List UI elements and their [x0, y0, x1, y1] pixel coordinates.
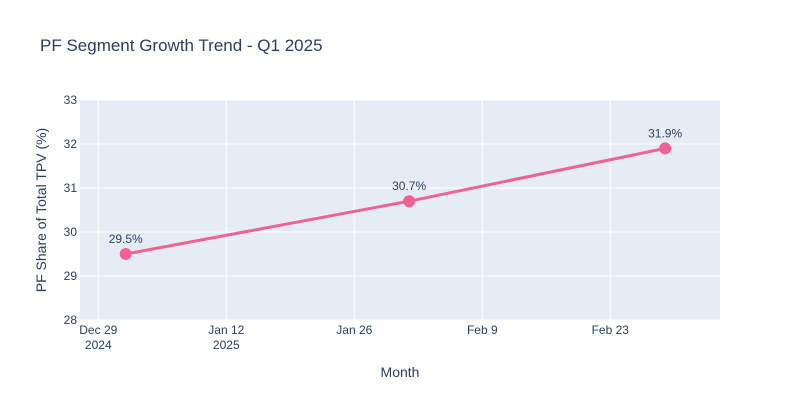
y-tick-label: 33: [64, 93, 78, 107]
grid: [80, 99, 720, 321]
x-tick-sublabel: 2024: [85, 338, 112, 352]
y-tick-label: 31: [64, 181, 78, 195]
x-tick-label: Dec 29: [79, 323, 117, 337]
plot-area: [80, 100, 720, 320]
data-point: [119, 248, 132, 260]
x-tick-sublabel: 2025: [213, 338, 240, 352]
data-point: [403, 195, 416, 208]
data-label: 29.5%: [109, 232, 143, 246]
data-label: 30.7%: [392, 179, 426, 193]
y-tick-label: 29: [64, 269, 78, 283]
x-tick-label: Feb 23: [592, 323, 630, 337]
y-tick-label: 28: [64, 313, 78, 327]
x-tick-label: Feb 9: [467, 323, 498, 337]
y-axis-label: PF Share of Total TPV (%): [33, 128, 49, 292]
data-point: [659, 142, 672, 155]
x-tick-label: Jan 12: [208, 323, 244, 337]
y-tick-label: 30: [64, 225, 78, 239]
x-axis-label: Month: [381, 364, 420, 380]
x-tick-label: Jan 26: [336, 323, 372, 337]
chart-title: PF Segment Growth Trend - Q1 2025: [40, 36, 323, 55]
series: 29.5% 30.7% 31.9%: [109, 126, 682, 260]
y-tick-label: 32: [64, 137, 78, 151]
data-label: 31.9%: [648, 126, 682, 140]
